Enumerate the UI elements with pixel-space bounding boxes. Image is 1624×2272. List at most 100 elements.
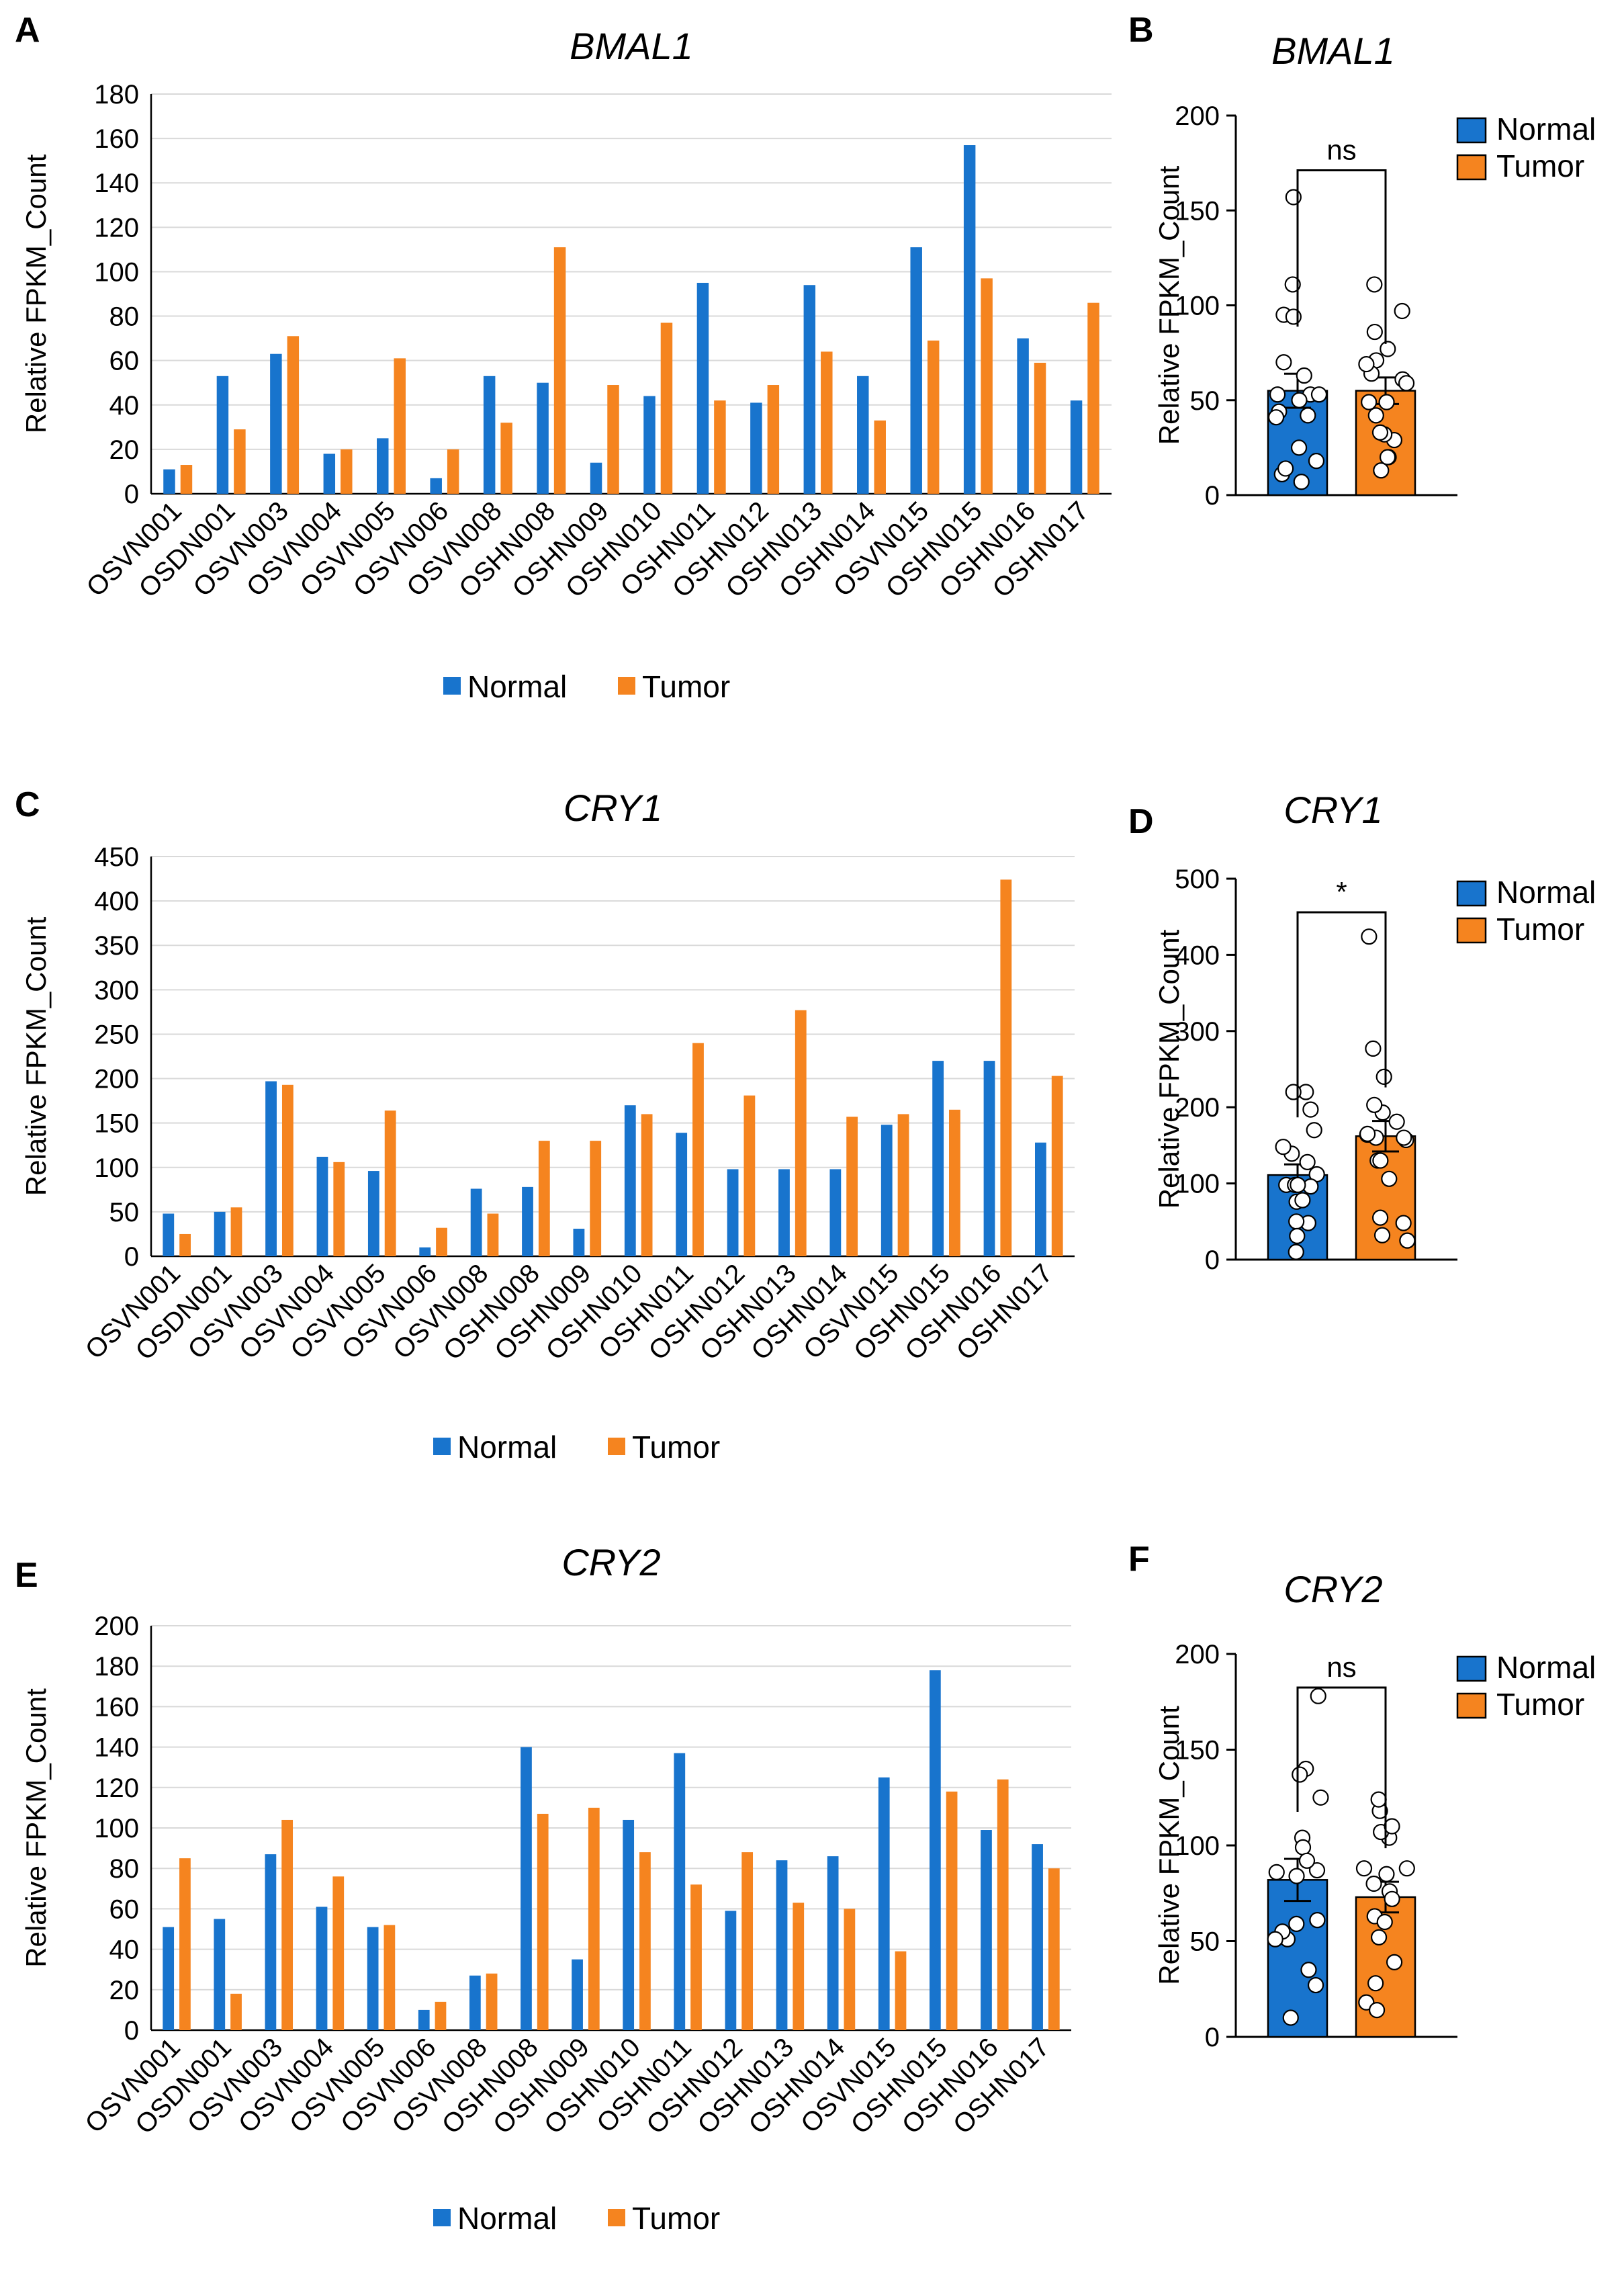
bar-tumor-oshn010 — [641, 1114, 653, 1256]
bar-tumor-oshn011 — [692, 1043, 704, 1256]
bar-normal-oshn013 — [776, 1860, 788, 2030]
data-point — [1386, 1954, 1403, 1970]
bar-tumor-oshn016 — [1034, 362, 1046, 494]
data-point — [1398, 1860, 1415, 1877]
bar-normal-osvn004 — [316, 1156, 328, 1256]
y-tick-label: 150 — [1175, 1736, 1220, 1765]
data-point — [1373, 1227, 1391, 1243]
data-point — [1282, 2009, 1299, 2026]
bar-normal-oshn017 — [1070, 400, 1083, 494]
chart-title: CRY2 — [1283, 1568, 1382, 1610]
bar-normal-oshn017 — [1032, 1844, 1043, 2030]
bar-tumor-oshn009 — [588, 1807, 600, 2030]
data-point — [1372, 1152, 1389, 1169]
data-point — [1394, 302, 1410, 320]
chart-title: BMAL1 — [570, 25, 693, 67]
legend-label-tumor: Tumor — [1496, 912, 1584, 947]
bar-normal-oshn016 — [981, 1830, 992, 2030]
bar-tumor-oshn012 — [767, 385, 780, 494]
bar-tumor-osvn004 — [332, 1876, 345, 2030]
data-point — [1358, 355, 1375, 373]
y-tick-label: 0 — [1205, 1246, 1220, 1275]
y-tick-label: 20 — [109, 435, 140, 465]
bar-tumor-oshn010 — [660, 322, 673, 494]
data-point — [1291, 392, 1308, 408]
legend-label-normal: Normal — [467, 669, 567, 704]
bar-tumor-oshn014 — [844, 1909, 856, 2030]
bar-normal-oshn016 — [1017, 338, 1029, 494]
significance-bracket — [1296, 911, 1387, 1118]
bar-normal-oshn008 — [521, 1747, 532, 2030]
bar-normal-oshn009 — [572, 1959, 583, 2030]
data-point — [1290, 439, 1308, 456]
legend-swatch-tumor — [618, 677, 635, 695]
legend-label-tumor: Tumor — [642, 669, 730, 704]
data-point — [1289, 1227, 1306, 1244]
data-point — [1376, 1913, 1393, 1931]
legend-swatch-normal — [1456, 117, 1487, 144]
bar-tumor-oshn017 — [1048, 1868, 1060, 2030]
y-tick-label: 160 — [94, 1692, 139, 1722]
y-tick-label: 80 — [109, 1854, 140, 1884]
bar-normal-osdn001 — [216, 376, 229, 494]
bar-normal-oshn014 — [857, 376, 869, 494]
bar-tumor-osvn015 — [895, 1951, 907, 2030]
data-point — [1293, 474, 1310, 490]
bar-normal-oshn012 — [725, 1911, 737, 2030]
y-tick-label: 0 — [124, 1242, 139, 1272]
data-point — [1370, 1929, 1388, 1946]
legend-label-normal: Normal — [1496, 1650, 1596, 1685]
chart-title: BMAL1 — [1271, 30, 1395, 72]
bar-normal-osvn008 — [483, 376, 496, 494]
bar-normal-oshn015 — [963, 145, 976, 494]
y-tick-label: 500 — [1175, 865, 1220, 894]
data-point — [1396, 1129, 1412, 1146]
data-point — [1292, 1766, 1308, 1783]
y-tick-label: 200 — [94, 1065, 139, 1094]
y-tick-label: 100 — [94, 1153, 139, 1183]
bar-tumor-osvn001 — [180, 465, 193, 494]
legend-label-normal: Normal — [457, 1430, 557, 1465]
data-point — [1368, 2002, 1386, 2019]
y-tick-label: 50 — [1190, 1927, 1220, 1957]
bar-tumor-oshn014 — [846, 1117, 858, 1256]
data-point — [1307, 1976, 1324, 1994]
legend-swatch-tumor — [1456, 154, 1487, 181]
bar-tumor-osvn008 — [487, 1213, 499, 1256]
data-point — [1371, 424, 1389, 441]
y-tick-label: 100 — [94, 1814, 139, 1843]
bar-tumor-oshn017 — [1087, 302, 1099, 494]
data-point — [1366, 276, 1383, 293]
data-point — [1309, 1912, 1326, 1929]
bar-normal-oshn015 — [932, 1061, 944, 1256]
data-point — [1277, 460, 1294, 477]
data-point — [1288, 1915, 1305, 1932]
data-point — [1365, 1875, 1382, 1892]
panel-label: A — [15, 11, 40, 50]
y-tick-label: 250 — [94, 1020, 139, 1049]
data-point — [1384, 1890, 1400, 1907]
data-point — [1275, 354, 1292, 371]
data-point — [1285, 189, 1302, 206]
bar-normal-osvn005 — [377, 438, 389, 494]
bar-normal-osvn003 — [265, 1854, 277, 2030]
legend-label-normal: Normal — [1496, 875, 1596, 910]
data-point — [1370, 1791, 1387, 1808]
panel-label: D — [1128, 802, 1154, 841]
data-point — [1269, 386, 1286, 403]
y-tick-label: 400 — [94, 887, 139, 916]
data-point — [1267, 1931, 1283, 1948]
bar-normal-oshn011 — [676, 1133, 688, 1256]
y-tick-label: 150 — [1175, 196, 1220, 226]
bar-tumor-oshn011 — [690, 1884, 702, 2030]
data-point — [1298, 1852, 1316, 1869]
bar-tumor-oshn009 — [590, 1141, 602, 1256]
y-axis-label: Relative FPKM_Count — [20, 1688, 52, 1968]
data-point — [1294, 1192, 1311, 1209]
y-tick-label: 200 — [1175, 1093, 1220, 1123]
significance-label: ns — [1326, 134, 1356, 165]
y-tick-label: 180 — [94, 1652, 139, 1681]
legend-label-tumor: Tumor — [632, 1430, 720, 1465]
bar-normal-osvn003 — [270, 353, 282, 494]
chart-title: CRY1 — [1283, 789, 1382, 831]
